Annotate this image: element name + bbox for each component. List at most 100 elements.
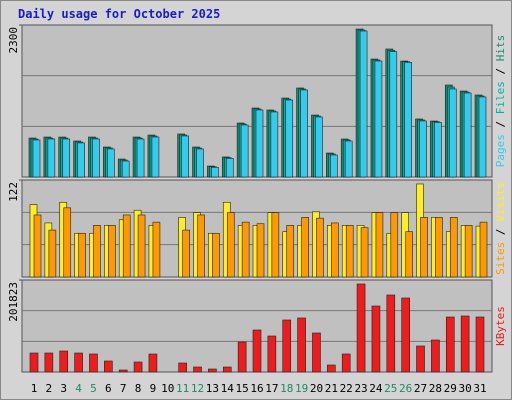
x-tick-label: 19 [295, 382, 308, 395]
bar [208, 368, 217, 373]
bar [133, 361, 143, 373]
bar [416, 345, 425, 373]
bar [301, 217, 309, 278]
bar [271, 212, 280, 278]
legend-entry: Files [494, 81, 507, 114]
x-tick-label: 14 [221, 382, 235, 395]
chart-title: Daily usage for October 2025 [18, 7, 220, 21]
bar [316, 217, 324, 278]
bar [226, 212, 235, 278]
x-tick-label: 22 [340, 382, 353, 395]
bar [181, 135, 189, 178]
legend: Sites / Visits [494, 182, 507, 275]
bar [419, 120, 427, 178]
bar [374, 60, 383, 178]
bar [463, 92, 472, 178]
x-tick-label: 6 [105, 382, 112, 395]
x-tick-label: 24 [369, 382, 383, 395]
x-tick-label: 17 [265, 382, 278, 395]
y-tick-label: 122 [7, 182, 20, 202]
bar [331, 222, 339, 278]
bar [44, 352, 54, 373]
legend-separator: / [494, 61, 507, 81]
bar [148, 353, 158, 373]
bar [62, 138, 71, 178]
bar [222, 366, 232, 373]
legend-entry: Visits [494, 182, 507, 222]
bar [448, 88, 457, 178]
bar [136, 138, 145, 178]
x-tick-label: 28 [429, 382, 442, 395]
x-tick-label: 16 [250, 382, 263, 395]
x-tick-label: 21 [325, 382, 338, 395]
bar [252, 329, 262, 373]
bar [107, 148, 115, 178]
bar [390, 212, 399, 278]
bar [182, 229, 190, 278]
bar [404, 62, 412, 178]
bar [193, 366, 202, 373]
bar [241, 221, 250, 278]
x-tick-label: 23 [354, 382, 367, 395]
bar [256, 223, 265, 278]
bar [211, 167, 219, 178]
bar [151, 136, 160, 178]
x-tick-label: 12 [191, 382, 204, 395]
bar [356, 283, 366, 373]
bar [315, 116, 323, 178]
bar [178, 362, 187, 373]
bar [122, 214, 131, 278]
x-tick-label: 1 [31, 382, 38, 395]
x-tick-label: 8 [135, 382, 142, 395]
x-tick-label: 11 [176, 382, 189, 395]
x-tick-label: 2 [46, 382, 53, 395]
bar [475, 316, 485, 373]
x-tick-label: 30 [459, 382, 472, 395]
bar [270, 111, 279, 178]
bar [389, 51, 398, 178]
bar [371, 305, 381, 373]
bar [78, 232, 86, 278]
bar [240, 124, 249, 178]
legend-separator: / [494, 222, 507, 242]
bar [152, 221, 161, 278]
bar [89, 353, 98, 373]
bar [74, 352, 83, 373]
bar [420, 217, 428, 278]
bar [345, 225, 354, 278]
legend-entry: Pages [494, 134, 507, 167]
bar [255, 109, 264, 178]
legend: KBytes [494, 306, 507, 346]
bar [445, 316, 455, 373]
bar [341, 353, 351, 373]
x-tick-label: 13 [206, 382, 219, 395]
legend-separator: / [494, 114, 507, 134]
bar [401, 297, 410, 373]
bar [297, 317, 306, 373]
x-tick-label: 20 [310, 382, 323, 395]
bar [327, 364, 336, 373]
bar [478, 96, 487, 178]
bar [77, 142, 85, 178]
bar [431, 339, 440, 373]
bar [137, 214, 146, 278]
bar [435, 217, 443, 278]
x-tick-label: 4 [75, 382, 82, 395]
bar [196, 148, 204, 178]
x-tick-label: 5 [90, 382, 97, 395]
bar [330, 154, 338, 178]
legend-entry: Hits [494, 35, 507, 62]
bar [405, 231, 413, 278]
bar [300, 89, 308, 178]
bar [312, 332, 321, 373]
x-tick-label: 15 [236, 382, 249, 395]
x-tick-label: 25 [384, 382, 397, 395]
x-tick-label: 27 [414, 382, 427, 395]
bar [359, 30, 368, 178]
bar [47, 138, 56, 178]
bar [449, 217, 458, 278]
bar [121, 160, 130, 178]
bar [63, 207, 72, 278]
